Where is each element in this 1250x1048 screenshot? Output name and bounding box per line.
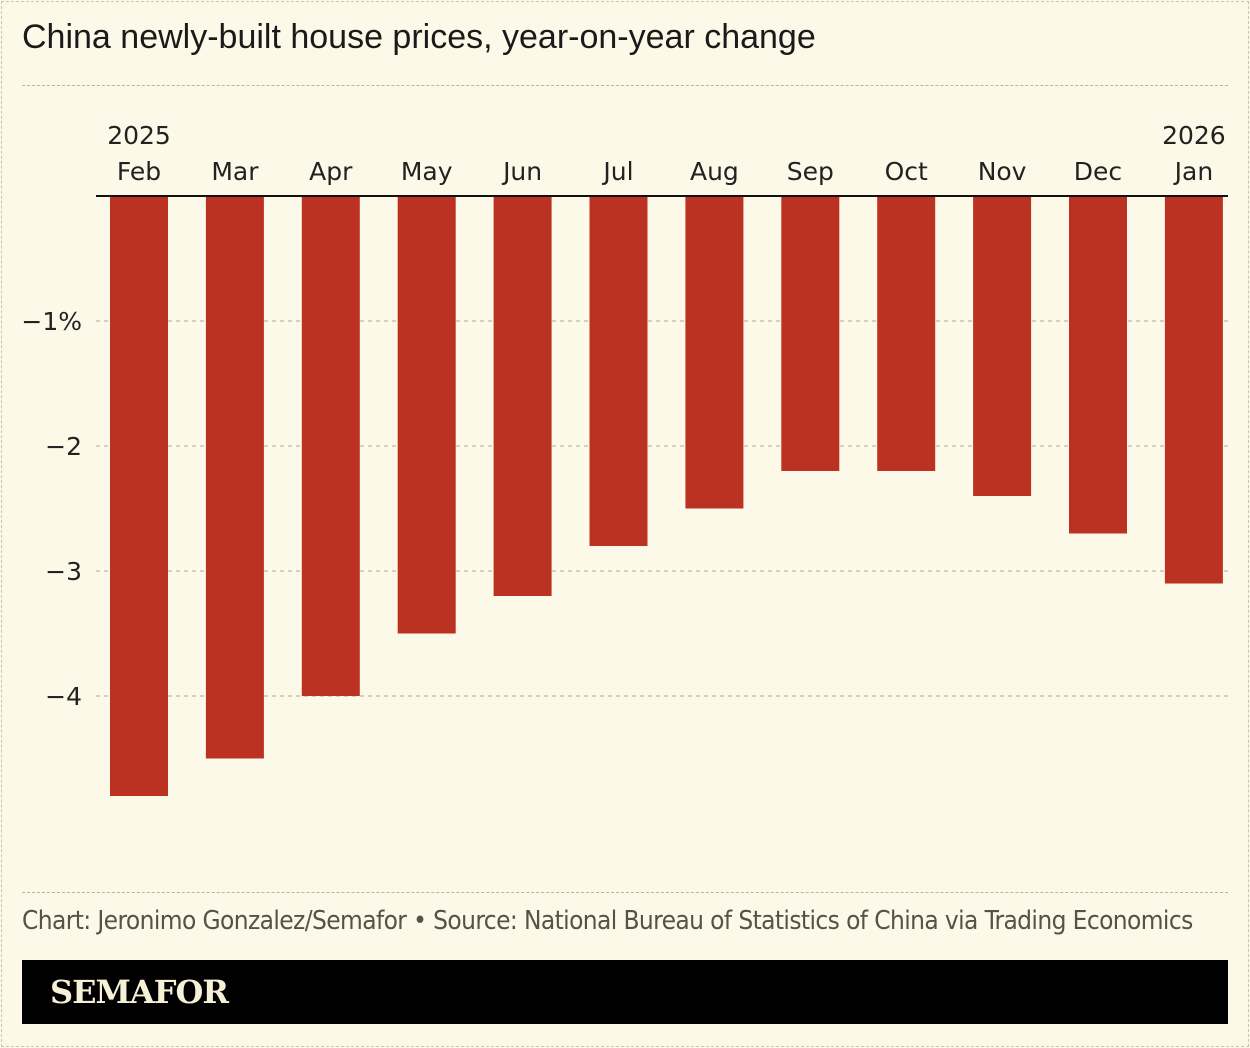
x-tick-label: Jul <box>601 157 633 186</box>
bar-may <box>397 196 456 634</box>
semafor-logo: SEMAFOR <box>50 973 229 1011</box>
bar-oct <box>877 196 936 471</box>
x-tick-label: Feb <box>117 157 161 186</box>
x-tick-label: Jun <box>501 157 542 186</box>
bar-nov <box>973 196 1032 496</box>
bar-jun <box>493 196 552 596</box>
x-tick-label: Oct <box>885 157 928 186</box>
top-divider <box>22 85 1228 86</box>
bar-jan <box>1164 196 1223 584</box>
bar-mar <box>205 196 264 759</box>
x-tick-label: Sep <box>787 157 834 186</box>
x-tick-label: Nov <box>978 157 1027 186</box>
x-tick-label: Apr <box>309 157 353 186</box>
y-tick-label: −1% <box>21 307 82 336</box>
x-tick-label: May <box>401 157 453 186</box>
bar-sep <box>781 196 840 471</box>
bar-jul <box>589 196 648 546</box>
x-tick-label: Mar <box>211 157 259 186</box>
x-tick-label: Dec <box>1074 157 1122 186</box>
bar-dec <box>1069 196 1127 534</box>
chart-title: China newly-built house prices, year-on-… <box>22 18 816 56</box>
year-label: 2026 <box>1162 121 1226 150</box>
bar-aug <box>685 196 744 509</box>
year-label: 2025 <box>107 121 171 150</box>
bar-apr <box>301 196 360 696</box>
bottom-divider <box>22 892 1228 893</box>
source-credit: Chart: Jeronimo Gonzalez/Semafor • Sourc… <box>22 906 1193 936</box>
y-tick-label: −3 <box>45 557 82 586</box>
x-tick-label: Jan <box>1173 157 1214 186</box>
logo-bar: SEMAFOR <box>22 960 1228 1024</box>
x-tick-label: Aug <box>690 157 739 186</box>
y-tick-label: −4 <box>45 682 82 711</box>
y-tick-label: −2 <box>45 432 82 461</box>
bar-feb <box>110 196 168 796</box>
